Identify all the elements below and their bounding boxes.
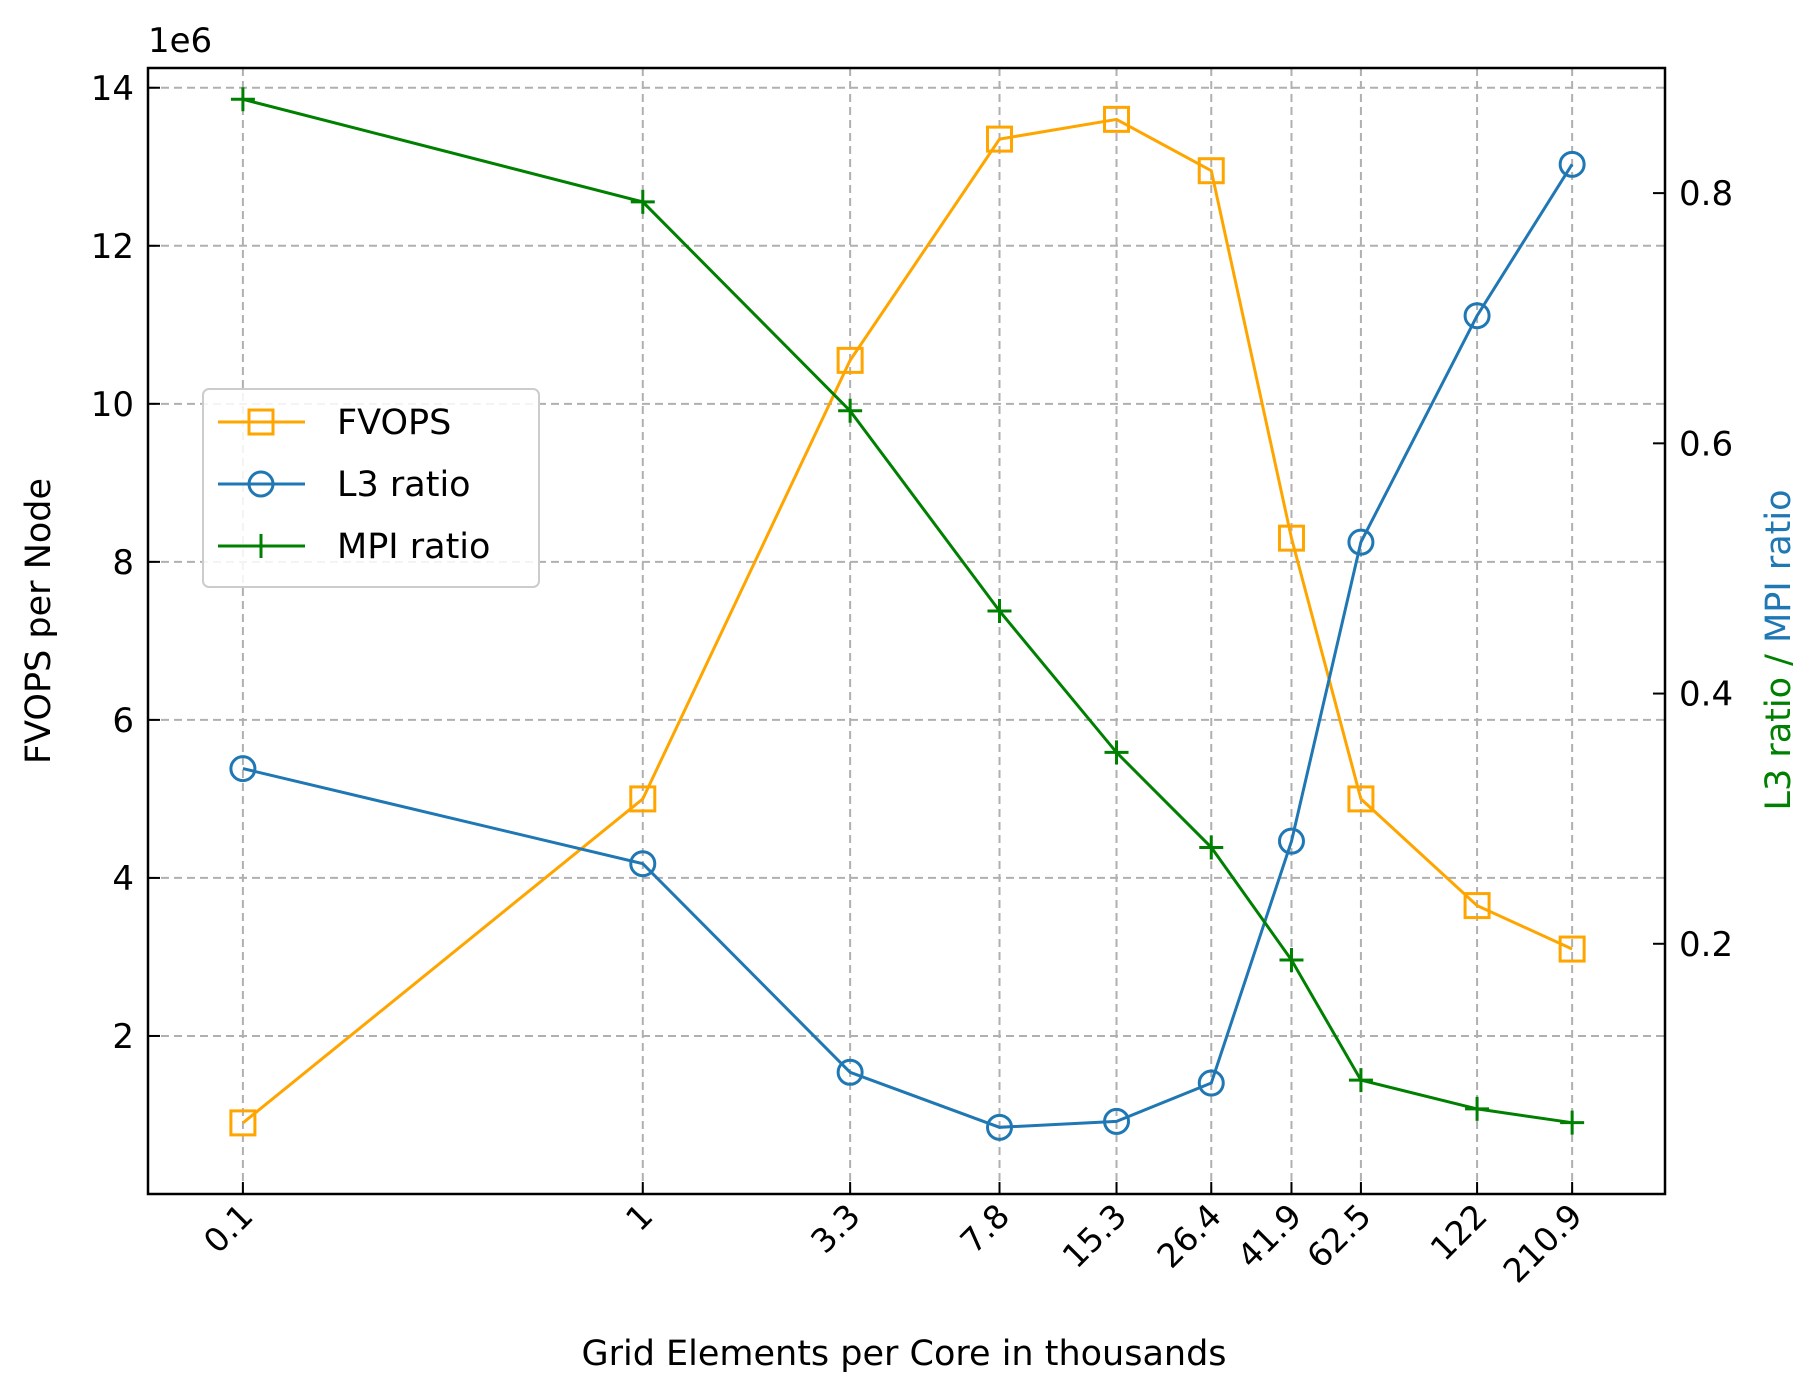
data-point-l3-ratio [1347,528,1375,556]
legend-label-l3-ratio: L3 ratio [337,465,471,505]
data-point-l3-ratio [629,850,657,878]
legend-box [202,388,540,588]
y-axis-right-label-l3: L3 ratio / [1759,643,1799,811]
data-point-mpi-ratio [1560,1110,1585,1135]
series-line-mpi-ratio [242,97,1573,1125]
data-point-fvops [229,1109,257,1137]
legend-item-fvops: FVOPS [218,403,451,443]
series-layer [229,87,1586,1141]
legend-item-mpi-ratio: MPI ratio [218,527,490,567]
data-point-fvops [1463,892,1491,920]
series-line-l3-ratio [242,163,1574,1129]
data-point-mpi-ratio [230,87,255,112]
data-point-mpi-ratio [1199,835,1224,860]
data-point-l3-ratio [1463,302,1491,330]
data-point-fvops [1197,157,1225,185]
x-axis-label: Grid Elements per Core in thousands [581,1334,1226,1374]
data-point-mpi-ratio [987,598,1012,623]
legend: FVOPS L3 ratio MPI ratio [202,388,540,588]
plot-frame [146,66,1667,1196]
data-point-l3-ratio [1197,1069,1225,1097]
legend-marker-circle-icon [247,470,275,498]
data-point-l3-ratio [1103,1107,1131,1135]
y-left-tick-label: 12 [91,227,134,267]
data-point-fvops [1277,524,1305,552]
data-point-l3-ratio [986,1113,1014,1141]
y-left-tick-label: 6 [112,701,134,741]
legend-marker-square-icon [247,408,275,436]
y-left-tick-label: 14 [91,69,134,109]
data-point-l3-ratio [1277,827,1305,855]
y-left-tick-label: 8 [112,543,134,583]
grid-lines [148,68,1665,1194]
data-point-l3-ratio [1558,150,1586,178]
data-point-mpi-ratio [1279,948,1304,973]
data-point-fvops [1347,785,1375,813]
y-left-tick-label: 2 [112,1017,134,1057]
y-right-tick-label: 0.2 [1679,925,1733,965]
data-point-mpi-ratio [1348,1068,1373,1093]
y-right-tick-label: 0.8 [1679,174,1733,214]
y-axis-left-label: FVOPS per Node [19,478,59,764]
y-left-tick-label: 10 [91,385,134,425]
y-right-tick-label: 0.6 [1679,424,1733,464]
data-point-l3-ratio [229,755,257,783]
data-point-mpi-ratio [1104,740,1129,765]
y-axis-right-label-mpi: MPI ratio [1759,489,1799,642]
legend-item-l3-ratio: L3 ratio [218,465,471,505]
data-point-fvops [629,785,657,813]
y-axis-right-label: L3 ratio / MPI ratio [1759,489,1799,810]
series-line-fvops [241,117,1573,1125]
legend-label-mpi-ratio: MPI ratio [337,527,490,567]
legend-label-fvops: FVOPS [337,403,451,443]
legend-marker-plus-icon [249,534,273,558]
left-axis-multiplier: 1e6 [148,21,212,61]
data-point-fvops [1103,105,1131,133]
y-right-tick-label: 0.4 [1679,675,1733,715]
data-point-mpi-ratio [630,189,655,214]
data-point-fvops [836,346,864,374]
data-point-fvops [1558,935,1586,963]
data-point-mpi-ratio [1465,1096,1490,1121]
data-point-fvops [986,125,1014,153]
data-point-l3-ratio [836,1058,864,1086]
y-left-tick-label: 4 [112,859,134,899]
data-point-mpi-ratio [838,398,863,423]
